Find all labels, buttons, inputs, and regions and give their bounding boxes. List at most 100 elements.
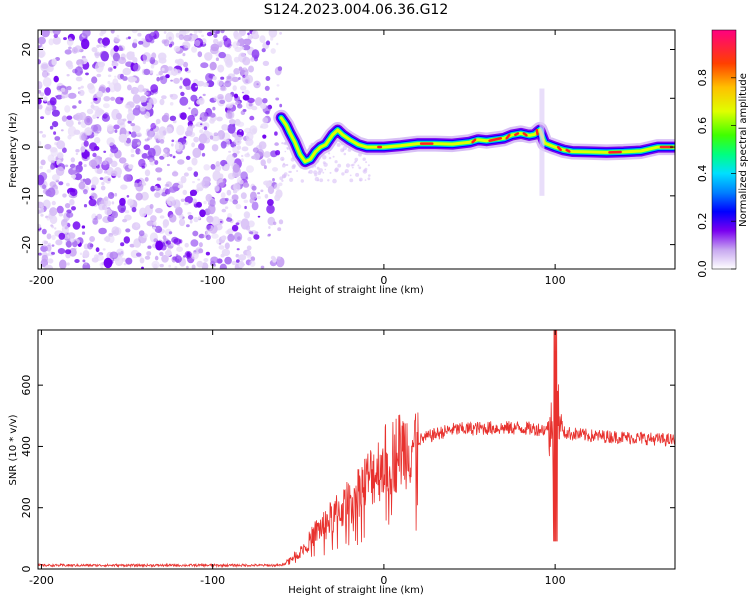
- noise-speckle-dot: [187, 126, 194, 134]
- noise-speckle-dot: [139, 208, 147, 218]
- noise-speckle-dot: [229, 119, 236, 124]
- noise-speckle-dot: [317, 171, 321, 175]
- noise-speckle-dot: [92, 114, 96, 119]
- noise-speckle-dot: [51, 58, 57, 65]
- noise-speckle-dot: [165, 184, 169, 187]
- noise-speckle-dot: [120, 48, 124, 51]
- noise-speckle-dot: [39, 131, 43, 134]
- noise-speckle-dot: [147, 136, 152, 140]
- noise-speckle-dot: [54, 136, 60, 141]
- noise-speckle-dot: [200, 62, 208, 68]
- noise-speckle-dot: [57, 152, 63, 158]
- noise-speckle-dot: [65, 249, 71, 254]
- noise-speckle-dot: [240, 258, 243, 261]
- noise-speckle-dot: [240, 47, 244, 50]
- noise-speckle-dot: [203, 201, 206, 204]
- noise-speckle-dot: [259, 35, 265, 43]
- noise-speckle-dot: [113, 125, 119, 130]
- noise-speckle-dot: [160, 215, 165, 219]
- noise-speckle-dot: [51, 252, 55, 255]
- noise-speckle-dot: [80, 253, 82, 256]
- noise-speckle-dot: [214, 132, 218, 136]
- noise-speckle-dot: [177, 59, 184, 66]
- noise-speckle-dot: [42, 70, 48, 77]
- noise-speckle-dot: [268, 226, 270, 229]
- noise-speckle-dot: [241, 110, 246, 115]
- noise-speckle-dot: [358, 166, 361, 169]
- noise-speckle-dot: [260, 190, 263, 193]
- noise-speckle-dot: [66, 183, 70, 187]
- noise-speckle-dot: [170, 102, 174, 106]
- noise-speckle-dot: [206, 235, 211, 241]
- noise-speckle-dot: [215, 30, 220, 34]
- noise-speckle-dot: [251, 106, 257, 110]
- noise-speckle-dot: [271, 48, 276, 54]
- noise-speckle-dot: [249, 116, 254, 121]
- noise-speckle-dot: [151, 52, 156, 58]
- noise-speckle-dot: [250, 198, 255, 203]
- noise-speckle-dot: [154, 186, 157, 190]
- noise-speckle-dot: [346, 163, 350, 167]
- noise-speckle-dot: [183, 142, 186, 145]
- noise-speckle-dot: [365, 179, 367, 181]
- noise-speckle-dot: [206, 224, 211, 229]
- noise-speckle-dot: [260, 103, 266, 109]
- noise-speckle-dot: [153, 222, 157, 226]
- noise-speckle-dot: [225, 198, 229, 201]
- noise-speckle-dot: [96, 74, 101, 78]
- noise-speckle-dot: [288, 174, 290, 176]
- noise-speckle-dot: [249, 231, 253, 234]
- noise-speckle-dot: [192, 198, 197, 204]
- noise-speckle-dot: [279, 219, 283, 224]
- spectrogram-x-tick-label: 100: [545, 274, 566, 287]
- noise-speckle-dot: [186, 156, 191, 160]
- noise-speckle-dot: [199, 129, 203, 133]
- noise-speckle-dot: [42, 240, 48, 247]
- noise-speckle-dot: [91, 76, 97, 83]
- noise-speckle-dot: [147, 246, 151, 249]
- spectrogram-y-tick-label: -10: [20, 187, 33, 205]
- noise-speckle-dot: [132, 77, 138, 81]
- noise-speckle-dot: [220, 77, 224, 80]
- noise-speckle-dot: [262, 48, 266, 52]
- noise-speckle-dot: [127, 85, 132, 91]
- noise-speckle-dot: [79, 112, 86, 120]
- noise-speckle-dot: [234, 135, 242, 141]
- noise-speckle-dot: [183, 35, 192, 42]
- noise-speckle-dot: [104, 258, 113, 268]
- noise-speckle-dot: [357, 165, 359, 167]
- noise-speckle-dot: [114, 45, 119, 52]
- snr-y-axis-label: SNR (10 * v/v): [8, 414, 19, 485]
- noise-speckle-dot: [178, 185, 183, 189]
- noise-speckle-dot: [166, 241, 168, 244]
- noise-speckle-dot: [296, 170, 298, 172]
- noise-speckle-dot: [337, 164, 341, 168]
- noise-speckle-dot: [38, 37, 46, 45]
- noise-speckle-dot: [41, 160, 46, 166]
- noise-speckle-dot: [202, 153, 205, 157]
- noise-speckle-dot: [126, 37, 129, 39]
- noise-speckle-dot: [217, 94, 224, 99]
- noise-speckle-dot: [136, 253, 141, 257]
- noise-speckle-dot: [87, 157, 90, 160]
- noise-speckle-dot: [155, 226, 162, 233]
- noise-speckle-dot: [364, 170, 366, 172]
- noise-speckle-dot: [266, 41, 270, 46]
- noise-speckle-dot: [108, 192, 114, 199]
- colorbar-tick-label: 0.8: [696, 69, 709, 87]
- noise-speckle-dot: [66, 119, 74, 127]
- noise-speckle-dot: [154, 160, 158, 165]
- noise-speckle-dot: [175, 255, 182, 263]
- noise-speckle-dot: [67, 116, 73, 120]
- noise-speckle-dot: [135, 105, 141, 111]
- noise-speckle-dot: [146, 251, 151, 256]
- noise-speckle-dot: [186, 86, 191, 90]
- noise-speckle-dot: [365, 161, 367, 163]
- noise-speckle-dot: [244, 72, 248, 75]
- noise-speckle-dot: [81, 39, 89, 50]
- noise-speckle-dot: [81, 86, 84, 89]
- noise-speckle-dot: [242, 146, 249, 151]
- noise-speckle-dot: [104, 112, 109, 117]
- noise-speckle-dot: [203, 258, 208, 262]
